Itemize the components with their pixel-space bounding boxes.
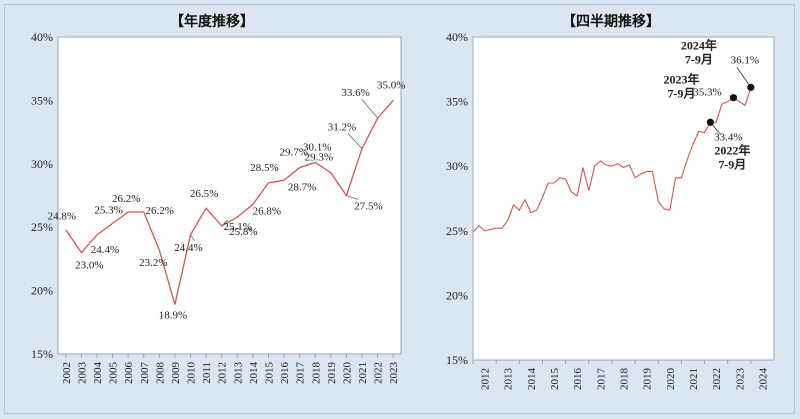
y-tick-label: 40% (31, 30, 53, 44)
y-tick-label: 15% (31, 347, 53, 361)
leader-line (361, 98, 378, 119)
data-label: 27.5% (354, 201, 382, 213)
x-tick-label: 2012 (217, 362, 229, 384)
x-tick-label: 2022 (711, 368, 723, 390)
y-tick-label: 25% (31, 220, 53, 234)
x-tick-label: 2002 (61, 362, 73, 384)
leader-line (347, 133, 363, 149)
x-tick-label: 2015 (263, 362, 275, 385)
y-tick-label: 40% (446, 30, 468, 44)
x-tick-label: 2014 (526, 368, 538, 391)
data-label: 29.3% (305, 152, 333, 164)
x-tick-label: 2016 (572, 368, 584, 391)
highlight-period-label: 7-9月 (718, 157, 746, 171)
leader-line (221, 219, 228, 227)
x-tick-label: 2015 (549, 368, 561, 391)
data-label: 30.1% (303, 142, 331, 154)
data-label: 26.8% (253, 205, 281, 217)
highlight-marker (706, 118, 714, 126)
quarterly-chart: 15% 20% 25% 30% 35% 40% 2012 2013 2014 2015 2016 20… (446, 30, 775, 391)
leader-line (736, 67, 752, 88)
x-tick-label: 2023 (388, 362, 400, 385)
quarterly-chart-panel: 【四半期推移】 15% 20% 25% 30% 35% 40% 2012 2013 2014 20… (431, 11, 791, 411)
data-label: 18.9% (159, 310, 187, 322)
x-tick-label: 2020 (341, 362, 353, 385)
x-tick-label: 2022 (373, 362, 385, 384)
x-tick-label: 2003 (76, 362, 88, 385)
x-tick-label: 2021 (688, 368, 700, 390)
x-tick-label: 2011 (201, 362, 213, 384)
highlight-marker (747, 83, 755, 91)
x-tick-label: 2007 (139, 362, 151, 385)
x-tick-label: 2004 (92, 362, 104, 385)
quarterly-line (472, 87, 752, 233)
y-tick-label: 15% (446, 353, 468, 367)
plot-area (472, 36, 775, 361)
x-tick-label: 2009 (170, 362, 182, 385)
data-label: 24.8% (48, 211, 76, 223)
highlight-value-label: 36.1% (731, 54, 759, 66)
data-label: 35.0% (377, 79, 405, 91)
highlight-period-label: 7-9月 (685, 52, 713, 66)
data-label: 26.2% (112, 193, 140, 205)
y-tick-label: 20% (446, 288, 468, 302)
data-label: 26.5% (190, 188, 218, 200)
annual-chart-panel: 【年度推移】 15% 20% 25% 30% 35% 40% 2002 2003 2004 200… (17, 11, 407, 411)
data-label: 28.5% (250, 162, 278, 174)
x-tick-label: 2024 (757, 368, 769, 391)
data-label: 23.0% (75, 260, 103, 272)
x-tick-label: 2016 (279, 362, 291, 385)
y-tick-label: 30% (31, 157, 53, 171)
annual-chart: 15% 20% 25% 30% 35% 40% 2002 2003 2004 2005 2006 20… (31, 30, 405, 385)
x-tick-label: 2012 (480, 368, 492, 390)
y-tick-label: 35% (446, 95, 468, 109)
highlight-period-label: 7-9月 (667, 87, 695, 101)
data-label: 24.4% (174, 242, 202, 254)
x-tick-label: 2008 (154, 362, 166, 385)
annual-line (65, 99, 394, 305)
highlight-period-label: 2023年 (663, 72, 699, 87)
quarterly-chart-title: 【四半期推移】 (562, 14, 660, 30)
y-tick-label: 35% (31, 93, 53, 107)
highlight-value-label: 33.4% (714, 131, 742, 143)
data-label: 29.7% (279, 147, 307, 159)
highlight-marker (729, 94, 738, 102)
highlight-value-label: 35.3% (693, 87, 721, 99)
x-tick-label: 2019 (326, 362, 338, 385)
data-label: 25.8% (229, 226, 257, 238)
data-label: 24.4% (91, 244, 119, 256)
x-tick-label: 2023 (734, 368, 746, 391)
highlight-period-label: 2024年 (681, 37, 717, 52)
plot-area (57, 36, 402, 355)
x-tick-label: 2019 (642, 368, 654, 391)
data-label: 31.2% (328, 122, 356, 134)
x-tick-label: 2021 (357, 362, 369, 384)
x-tick-label: 2005 (108, 362, 120, 385)
x-tick-label: 2017 (295, 362, 307, 385)
y-tick-label: 25% (446, 224, 468, 238)
x-tick-label: 2018 (619, 368, 631, 391)
highlight-period-label: 2022年 (714, 142, 750, 157)
data-label: 33.6% (341, 87, 369, 99)
data-label: 26.2% (146, 205, 174, 217)
x-tick-label: 2018 (310, 362, 322, 385)
leader-line (190, 234, 195, 242)
x-tick-label: 2010 (186, 362, 198, 385)
x-tick-label: 2014 (248, 362, 260, 385)
leader-line (346, 195, 359, 200)
annual-chart-title: 【年度推移】 (170, 14, 254, 30)
data-label: 25.3% (94, 204, 122, 216)
x-tick-label: 2013 (232, 362, 244, 385)
data-label: 28.7% (288, 181, 316, 193)
x-tick-label: 2017 (595, 368, 607, 391)
data-label: 23.2% (139, 257, 167, 269)
y-tick-label: 30% (446, 159, 468, 173)
chart-frame: 【年度推移】 15% 20% 25% 30% 35% 40% 2002 2003 2004 200… (4, 4, 795, 414)
y-tick-label: 20% (31, 284, 53, 298)
x-tick-label: 2013 (503, 368, 515, 391)
data-label: 25.1% (223, 221, 251, 233)
x-tick-label: 2006 (123, 362, 135, 385)
x-tick-label: 2020 (665, 368, 677, 391)
